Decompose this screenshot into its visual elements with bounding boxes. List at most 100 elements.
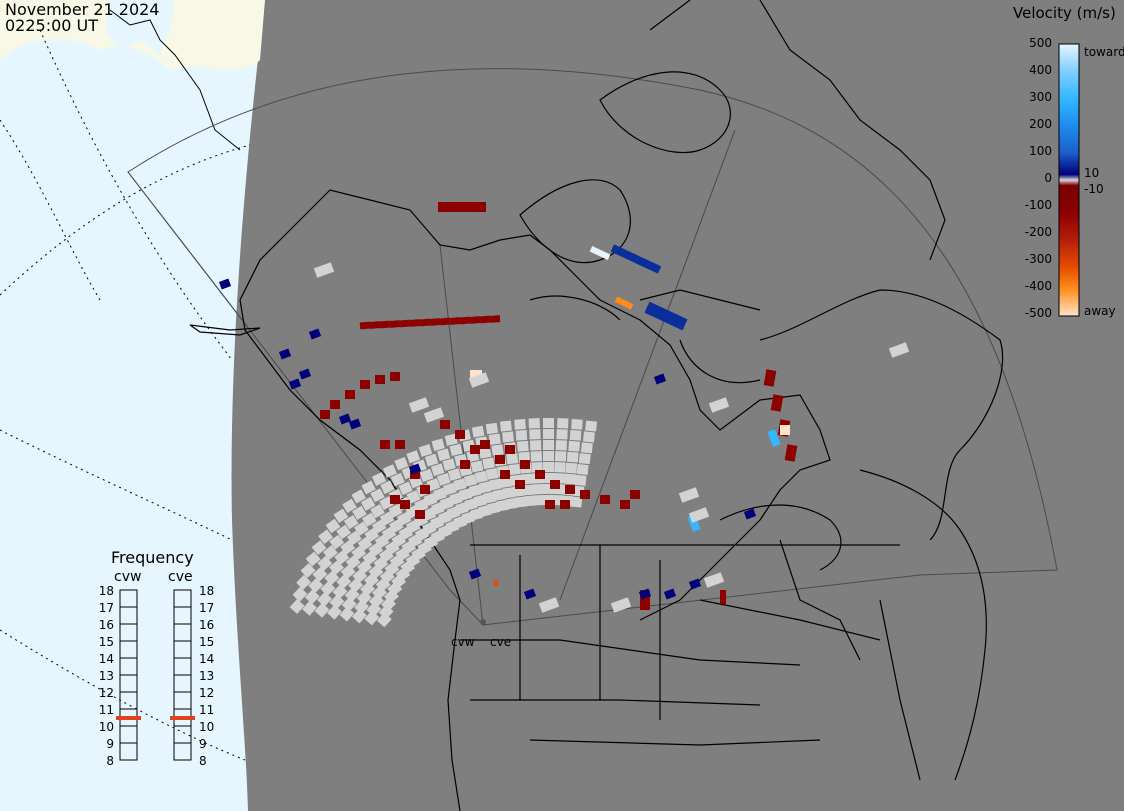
velocity-cell [371,519,387,534]
velocity-cell [422,507,437,521]
velocity-cell [535,470,545,479]
velocity-cell [379,320,391,329]
velocity-cell [688,578,702,590]
velocity-cell [524,495,536,507]
velocity-cell [530,451,543,462]
velocity-cell [338,413,352,425]
velocity-cell [333,508,349,523]
velocity-cell [528,418,540,429]
frequency-cell [173,589,192,608]
frequency-scale-right-8: 8 [199,754,207,768]
velocity-cell [308,328,322,340]
velocity-cell [585,420,598,432]
legend-tick-10: -500 [1024,306,1052,320]
velocity-cell [489,315,501,323]
velocity-cell [523,588,537,600]
legend-away-label: away [1084,304,1116,318]
velocity-cell [311,540,327,556]
velocity-cell [300,563,316,578]
velocity-cell [361,512,377,527]
velocity-cell [292,586,308,602]
velocity-cell [320,410,330,419]
frequency-cell [173,725,192,744]
land-outlines [189,0,1004,811]
velocity-cell [459,316,471,325]
velocity-cell [533,495,545,506]
frequency-cell [119,640,138,659]
frequency-scale-right-12: 12 [199,686,215,700]
legend-tick-8: -300 [1024,252,1052,266]
velocity-cell [330,400,340,409]
velocity-cell [317,591,332,607]
site-label-cvw: cvw [451,635,475,649]
velocity-cell [543,473,554,483]
velocity-cell [589,246,611,260]
velocity-cell [565,485,575,494]
velocity-cell [399,319,411,328]
velocity-cell [348,418,362,430]
velocity-cell [218,278,232,290]
velocity-cell [564,473,576,485]
velocity-cell [439,317,451,326]
velocity-cell [352,505,367,520]
frequency-scale-right-13: 13 [199,669,215,683]
velocity-cell [439,496,454,510]
velocity-cell [538,597,560,613]
frequency-scale-left-13: 13 [98,669,114,683]
velocity-cell [370,504,385,519]
velocity-cell [394,456,409,471]
velocity-cell [408,463,422,475]
velocity-cell [531,462,543,473]
velocity-cell [543,418,554,428]
velocity-cell [463,474,478,487]
legend-tick-7: -200 [1024,225,1052,239]
velocity-cell [470,445,480,454]
velocity-cell [473,494,487,507]
velocity-cell [455,501,469,515]
legend-tick-3: 200 [1029,117,1052,131]
velocity-cell [322,545,338,560]
velocity-cell [468,568,482,580]
velocity-cell [518,451,531,463]
velocity-cell [329,594,345,610]
velocity-cell [423,407,445,423]
frequency-scale-left-12: 12 [98,686,114,700]
frequency-scale-left-16: 16 [98,618,114,632]
velocity-cell [580,490,590,499]
velocity-cell [508,463,521,476]
velocity-cell [442,458,456,471]
velocity-cell [360,496,376,511]
velocity-cell [329,534,345,550]
velocity-cell [419,318,431,327]
frequency-scale-left-14: 14 [98,652,114,666]
velocity-cell [499,476,513,488]
date-label: November 21 2024 [5,0,160,19]
velocity-cell [453,478,467,491]
velocity-cell [576,463,589,476]
legend-toward-label: toward [1084,45,1124,59]
frequency-scale-left-18: 18 [98,584,114,598]
velocity-cell [556,429,568,440]
velocity-cell [566,451,579,463]
velocity-cell [409,319,421,327]
velocity-cell [449,443,463,457]
velocity-cell [339,606,355,622]
velocity-cell [437,448,451,461]
velocity-cell [492,489,506,501]
frequency-cell [119,657,138,676]
frequency-scale-right-11: 11 [199,703,215,717]
velocity-cell [423,492,438,507]
velocity-cell [468,484,482,497]
velocity-cell [410,470,420,479]
velocity-colorbar [1058,43,1080,317]
velocity-cell [888,342,910,358]
frequency-scale-right-10: 10 [199,720,215,734]
velocity-cell [554,462,566,473]
velocity-cell [464,498,478,511]
frequency-cell [119,674,138,693]
velocity-cell [460,460,470,469]
velocity-cell [610,244,662,274]
velocity-cell [400,500,410,509]
